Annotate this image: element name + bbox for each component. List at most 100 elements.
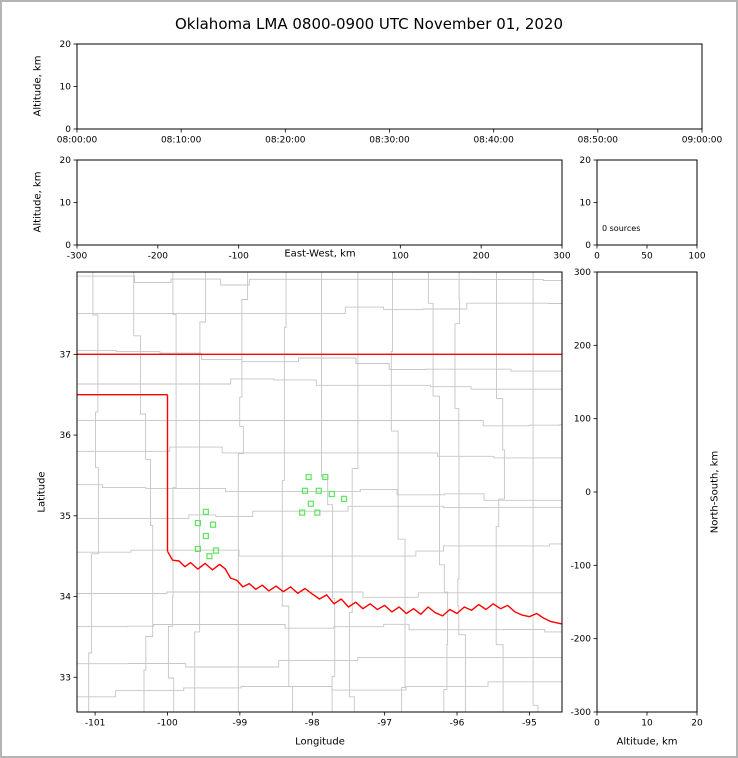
y-tick-label: 37 <box>60 350 71 360</box>
county-boundary-line <box>237 272 249 712</box>
x-tick-label: -101 <box>85 719 105 729</box>
x-tick-label: 50 <box>641 252 653 262</box>
lma-source-marker <box>206 553 213 560</box>
county-boundary-line <box>454 272 466 712</box>
county-boundary-line <box>495 272 505 712</box>
county-boundary-line <box>77 623 562 633</box>
lma-source-marker <box>209 521 217 528</box>
lma-source-marker <box>194 519 201 527</box>
y-tick-label: 10 <box>60 83 72 93</box>
x-tick-label: 08:20:00 <box>265 136 306 146</box>
time-height-panel-ylabel: Altitude, km <box>32 55 44 117</box>
y-tick-label: 0 <box>65 241 71 251</box>
county-boundary-line <box>427 272 449 712</box>
y-tick-label: 36 <box>60 431 72 441</box>
x-tick-label: 300 <box>553 252 570 262</box>
x-tick-label: 0 <box>594 719 600 729</box>
y-tick-label: 300 <box>574 268 591 278</box>
axes-frame-north-south-vs-altitude <box>596 271 698 713</box>
x-tick-label: -98 <box>305 719 320 729</box>
y-tick-label: -200 <box>571 635 592 645</box>
x-tick-label: -200 <box>148 252 169 262</box>
y-tick-label: -100 <box>571 561 592 571</box>
county-boundary-line <box>194 272 207 712</box>
x-tick-label: 08:00:00 <box>57 136 98 146</box>
county-boundary-line <box>77 302 562 314</box>
state-border-red-river-border <box>166 550 562 625</box>
y-tick-label: 0 <box>585 241 591 251</box>
county-boundary-line <box>348 272 359 712</box>
county-boundary-line <box>77 275 562 286</box>
y-tick-label: 0 <box>65 125 71 135</box>
x-tick-label: 0 <box>594 252 600 262</box>
y-tick-label: 200 <box>574 341 591 351</box>
x-tick-label: -100 <box>228 252 249 262</box>
county-boundary-line <box>390 272 406 712</box>
east-west-panel-ylabel: Altitude, km <box>32 171 44 233</box>
lma-source-marker <box>322 473 329 481</box>
axes-frame-altitude-vs-time <box>76 43 703 130</box>
county-boundary-line <box>88 272 99 712</box>
y-tick-label: 20 <box>580 156 592 166</box>
lma-source-marker <box>341 495 348 502</box>
county-boundary-line <box>133 272 154 712</box>
county-boundary-line <box>77 419 562 427</box>
x-tick-label: 100 <box>392 252 409 262</box>
county-boundary-line <box>532 272 539 712</box>
source-count-annotation: 0 sources <box>602 224 641 233</box>
x-tick-label: 10 <box>641 719 653 729</box>
lma-source-marker <box>305 473 312 481</box>
county-boundary-line <box>77 484 562 501</box>
x-tick-label: 08:10:00 <box>161 136 202 146</box>
lma-source-marker <box>301 487 309 494</box>
lma-source-marker <box>202 508 209 515</box>
lma-source-marker <box>328 490 335 498</box>
x-tick-label: 08:40:00 <box>473 136 514 146</box>
y-tick-label: -300 <box>571 708 592 718</box>
axes-frame-altitude-source-histogram <box>596 159 698 246</box>
x-tick-label: -96 <box>450 719 465 729</box>
county-boundary-line <box>77 656 562 668</box>
y-tick-label: 0 <box>585 488 591 498</box>
y-tick-label: 10 <box>60 199 72 209</box>
north-south-panel-xlabel: Altitude, km <box>616 736 678 748</box>
county-boundary-line <box>77 681 562 698</box>
county-boundary-line <box>77 505 562 519</box>
y-tick-label: 34 <box>60 593 72 603</box>
x-tick-label: -97 <box>377 719 392 729</box>
east-west-panel-xlabel: East-West, km <box>284 248 356 260</box>
axes-frame-altitude-vs-east-west <box>76 159 563 246</box>
y-tick-label: 20 <box>60 40 72 50</box>
figure-title: Oklahoma LMA 0800-0900 UTC November 01, … <box>174 15 564 33</box>
county-boundary-line <box>77 543 562 557</box>
x-tick-label: 08:30:00 <box>369 136 410 146</box>
lma-source-marker <box>212 547 220 554</box>
map-layer <box>77 272 562 712</box>
y-tick-label: 33 <box>60 673 71 683</box>
y-tick-label: 35 <box>60 512 71 522</box>
axes-frame-plan-view-map <box>76 271 563 713</box>
x-tick-label: -300 <box>67 252 88 262</box>
county-boundary-line <box>77 446 562 459</box>
map-ylabel-latitude: Latitude <box>36 471 48 513</box>
north-south-panel-ylabel: North-South, km <box>709 450 721 534</box>
x-tick-label: 09:00:00 <box>682 136 723 146</box>
x-tick-label: -100 <box>157 719 178 729</box>
lma-source-marker <box>299 509 306 516</box>
county-boundary-line <box>77 350 562 372</box>
y-tick-label: 20 <box>60 156 72 166</box>
x-tick-label: 20 <box>691 719 703 729</box>
county-boundary-line <box>77 591 562 598</box>
map-xlabel-longitude: Longitude <box>295 736 345 748</box>
x-tick-label: 08:50:00 <box>578 136 619 146</box>
county-boundary-line <box>77 378 562 390</box>
lma-source-marker <box>314 509 321 516</box>
x-tick-label: -95 <box>522 719 537 729</box>
x-tick-label: -99 <box>233 719 248 729</box>
lma-source-marker <box>315 487 322 494</box>
x-tick-label: 100 <box>688 252 705 262</box>
lma-source-marker <box>194 545 201 553</box>
lma-source-marker <box>202 532 209 540</box>
